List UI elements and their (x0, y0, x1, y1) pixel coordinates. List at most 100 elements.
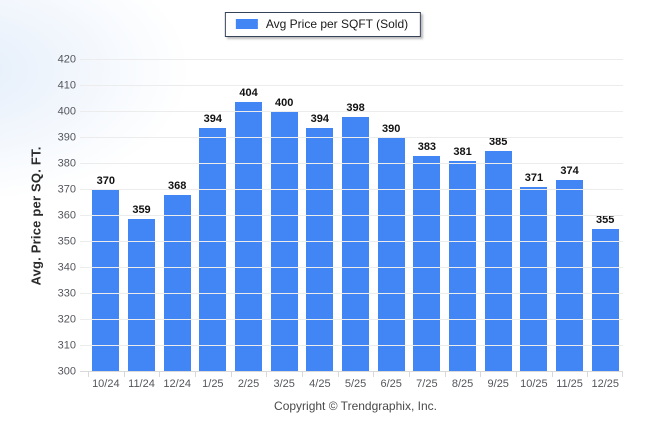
bar-slot: 383 (409, 60, 445, 372)
y-tick-label: 340 (57, 261, 76, 274)
gridline (80, 293, 623, 294)
bar-value-label: 355 (596, 214, 615, 226)
bar-slot: 381 (445, 60, 481, 372)
bar-4/25: 394 (306, 113, 334, 372)
bar-slot: 390 (373, 60, 409, 372)
x-axis-tick (516, 372, 517, 377)
bar-slot: 400 (266, 60, 302, 372)
gridline (80, 345, 623, 346)
x-tick-label: 11/25 (556, 378, 583, 390)
y-tick-label: 330 (57, 287, 76, 300)
bar-slot: 368 (159, 60, 195, 372)
y-tick-label: 410 (57, 79, 76, 92)
x-axis-tick (230, 372, 232, 377)
bar-1/25: 394 (199, 113, 227, 372)
plot-area: 370 359 368 394 404 400 394 398 390 383 381 385 371 3… (58, 54, 623, 390)
x-axis-tick (123, 372, 125, 377)
bar-slot: 359 (124, 60, 160, 372)
gridline (80, 371, 623, 372)
x-axis-tick (373, 372, 375, 377)
bar-value-label: 390 (382, 123, 401, 135)
legend: Avg Price per SQFT (Sold) (224, 12, 422, 37)
x-tick-label: 11/24 (128, 378, 155, 390)
gridline (80, 215, 623, 216)
bars-container: 370 359 368 394 404 400 394 398 390 383 381 385 371 3… (88, 60, 623, 372)
bar-value-label: 398 (346, 102, 365, 115)
gridline (80, 319, 623, 320)
x-tick-label: 10/25 (520, 378, 548, 390)
bar-value-label: 374 (560, 164, 579, 177)
bar-value-label: 394 (203, 112, 223, 125)
gridline (80, 241, 623, 242)
bar-5/25: 398 (342, 103, 370, 372)
gridline (80, 163, 623, 164)
x-axis-tick (480, 372, 482, 377)
bar-value-label: 400 (275, 97, 294, 109)
bar-2/25: 404 (235, 87, 263, 372)
bar-slot: 371 (516, 60, 552, 372)
bar-value-label: 394 (310, 112, 330, 125)
y-tick-label: 310 (57, 339, 76, 352)
bar-11/24: 359 (128, 204, 155, 372)
y-tick-label: 400 (57, 105, 76, 118)
y-tick-label: 320 (57, 313, 76, 326)
bar-slot: 394 (302, 60, 338, 372)
x-tick-label: 1/25 (202, 378, 224, 390)
legend-label: Avg Price per SQFT (Sold) (265, 17, 409, 31)
y-tick-label: 370 (57, 183, 76, 196)
bar-6/25: 390 (377, 124, 405, 372)
x-axis-tick (195, 372, 196, 377)
bar-slot: 385 (480, 60, 516, 372)
x-axis-tick (444, 372, 446, 377)
x-axis-tick (88, 372, 89, 377)
bar-11/25: 374 (556, 165, 584, 372)
x-tick-label: 4/25 (309, 378, 331, 390)
bar-slot: 398 (338, 60, 374, 372)
x-axis-labels: 10/24 11/24 12/24 1/25 2/25 3/25 4/25 5/25 6/25 7… (88, 372, 623, 390)
gridline (80, 85, 623, 86)
bar-value-label: 381 (453, 146, 472, 159)
x-tick-label: 7/25 (416, 378, 438, 390)
y-tick-label: 300 (57, 365, 76, 378)
bar-slot: 394 (195, 60, 231, 372)
x-axis-tick (409, 372, 410, 377)
bar-12/25: 355 (591, 215, 619, 372)
y-tick-label: 420 (57, 53, 76, 66)
x-tick-label: 8/25 (451, 378, 474, 390)
x-axis-tick (266, 372, 268, 377)
bar-value-label: 371 (524, 172, 544, 185)
gridline (80, 189, 623, 190)
bar-slot: 374 (552, 60, 588, 372)
x-axis-tick (159, 372, 161, 377)
x-tick-label: 12/25 (591, 378, 619, 390)
y-tick-label: 390 (57, 131, 76, 144)
bar-value-label: 404 (239, 86, 258, 99)
x-axis-tick (622, 372, 623, 377)
bar-7/25: 383 (413, 142, 441, 372)
gridline (80, 111, 623, 112)
x-tick-label: 3/25 (273, 378, 295, 390)
bar-slot: 355 (587, 60, 623, 372)
bar-value-label: 359 (132, 203, 151, 216)
gridline (80, 137, 623, 138)
bar-value-label: 370 (96, 175, 116, 187)
x-tick-label: 9/25 (487, 378, 509, 390)
bar-value-label: 383 (417, 141, 437, 154)
x-axis-tick (302, 372, 303, 377)
x-axis-tick (551, 372, 553, 377)
x-tick-label: 10/24 (92, 378, 120, 390)
bar-10/25: 371 (520, 173, 548, 372)
bar-value-label: 385 (489, 136, 508, 148)
y-tick-label: 350 (57, 235, 76, 248)
bar-slot: 370 (88, 60, 124, 372)
gridline (80, 267, 623, 268)
bar-value-label: 368 (167, 180, 187, 193)
bar-3/25: 400 (270, 98, 298, 372)
y-tick-label: 380 (57, 157, 76, 170)
y-axis-title: Avg. Price per SQ. FT. (28, 146, 44, 286)
x-axis-tick (337, 372, 339, 377)
bar-12/24: 368 (163, 181, 191, 372)
legend-swatch-icon (235, 19, 258, 29)
bar-9/25: 385 (484, 137, 512, 372)
